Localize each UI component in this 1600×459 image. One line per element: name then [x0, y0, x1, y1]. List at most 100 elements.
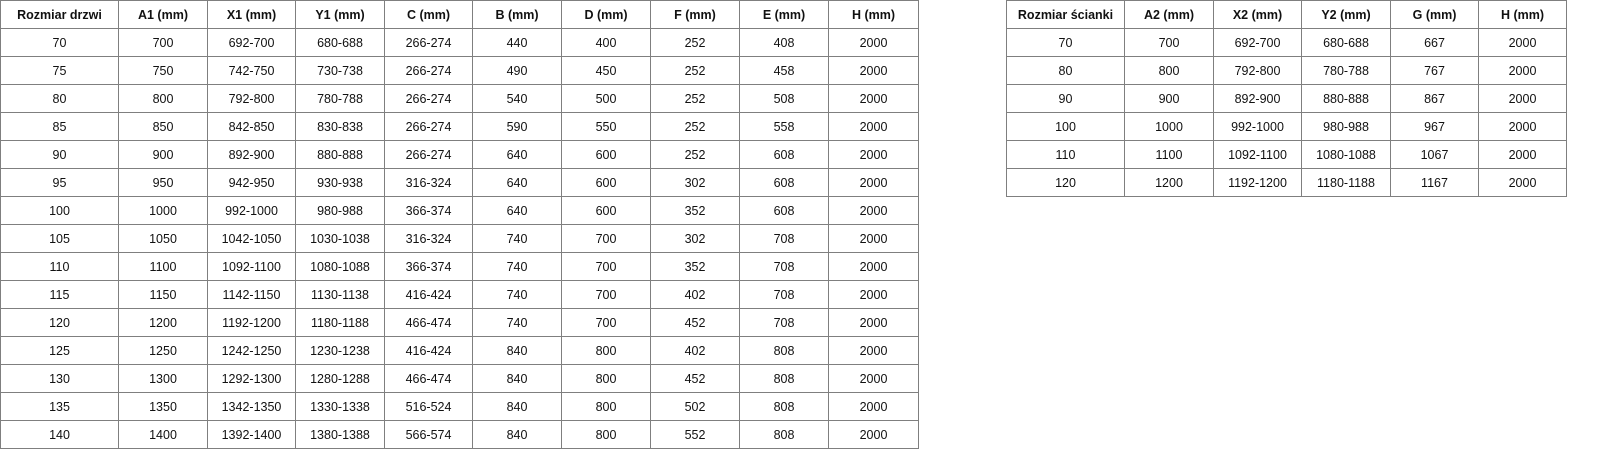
table-cell: 402	[650, 280, 740, 309]
table-row: 110 1100 1092-1100 1080-1088 366-374 740 700 35…	[0, 252, 919, 281]
table-cell: 1067	[1390, 140, 1479, 169]
table-cell: 740	[472, 252, 562, 281]
table-cell: 1200	[118, 308, 208, 337]
table-cell: 540	[472, 84, 562, 113]
table-cell: 840	[472, 392, 562, 421]
column-header: E (mm)	[739, 0, 829, 29]
table-cell: 700	[561, 308, 651, 337]
table-row: 100 1000 992-1000 980-988 967 2000	[1006, 112, 1567, 141]
table-cell: 750	[118, 56, 208, 85]
table-cell: 1030-1038	[295, 224, 385, 253]
table-cell: 2000	[828, 84, 919, 113]
table-cell: 110	[1006, 140, 1125, 169]
table-cell: 95	[0, 168, 119, 197]
table-cell: 120	[0, 308, 119, 337]
table-cell: 640	[472, 140, 562, 169]
table-cell: 550	[561, 112, 651, 141]
table-cell: 266-274	[384, 140, 473, 169]
door-dimensions-table: Rozmiar drzwi A1 (mm) X1 (mm) Y1 (mm) C (mm)…	[0, 0, 919, 449]
table-cell: 1300	[118, 364, 208, 393]
table-cell: 1292-1300	[207, 364, 296, 393]
table-cell: 1250	[118, 336, 208, 365]
column-header: A2 (mm)	[1124, 0, 1214, 29]
table-cell: 708	[739, 280, 829, 309]
table-cell: 780-788	[295, 84, 385, 113]
column-header: C (mm)	[384, 0, 473, 29]
table-row: 130 1300 1292-1300 1280-1288 466-474 840 800 45…	[0, 364, 919, 393]
table-cell: 1192-1200	[1213, 168, 1302, 197]
table-cell: 2000	[1478, 140, 1567, 169]
table-row: 125 1250 1242-1250 1230-1238 416-424 840 800 40…	[0, 336, 919, 365]
table-cell: 266-274	[384, 28, 473, 57]
table-cell: 980-988	[1301, 112, 1391, 141]
table-cell: 1400	[118, 420, 208, 449]
column-header: A1 (mm)	[118, 0, 208, 29]
table-cell: 608	[739, 140, 829, 169]
table-cell: 1230-1238	[295, 336, 385, 365]
column-header: H (mm)	[1478, 0, 1567, 29]
table-cell: 800	[561, 392, 651, 421]
table-cell: 130	[0, 364, 119, 393]
table-cell: 2000	[828, 196, 919, 225]
table-cell: 667	[1390, 28, 1479, 57]
table-cell: 840	[472, 420, 562, 449]
table-row: 120 1200 1192-1200 1180-1188 466-474 740 700 45…	[0, 308, 919, 337]
table-cell: 1342-1350	[207, 392, 296, 421]
table-cell: 452	[650, 364, 740, 393]
table-cell: 740	[472, 280, 562, 309]
table-cell: 366-374	[384, 196, 473, 225]
table-cell: 1100	[118, 252, 208, 281]
table-cell: 500	[561, 84, 651, 113]
table-cell: 252	[650, 56, 740, 85]
table-cell: 252	[650, 112, 740, 141]
table-cell: 708	[739, 252, 829, 281]
table-cell: 2000	[828, 280, 919, 309]
table-row: 110 1100 1092-1100 1080-1088 1067 2000	[1006, 140, 1567, 169]
table-cell: 800	[1124, 56, 1214, 85]
table-cell: 302	[650, 168, 740, 197]
table-row: 140 1400 1392-1400 1380-1388 566-574 840 800 55…	[0, 420, 919, 449]
table-cell: 2000	[1478, 84, 1567, 113]
table-cell: 800	[561, 420, 651, 449]
table-cell: 600	[561, 168, 651, 197]
table-row: 105 1050 1042-1050 1030-1038 316-324 740 700 30…	[0, 224, 919, 253]
table-cell: 692-700	[1213, 28, 1302, 57]
table-cell: 830-838	[295, 112, 385, 141]
table-cell: 767	[1390, 56, 1479, 85]
table-cell: 466-474	[384, 364, 473, 393]
table-cell: 880-888	[1301, 84, 1391, 113]
table-cell: 266-274	[384, 56, 473, 85]
column-header: Rozmiar ścianki	[1006, 0, 1125, 29]
table-cell: 2000	[828, 420, 919, 449]
table-cell: 502	[650, 392, 740, 421]
table-cell: 1130-1138	[295, 280, 385, 309]
table-cell: 2000	[828, 28, 919, 57]
table-row: 75 750 742-750 730-738 266-274 490 450 252 458 20…	[0, 56, 919, 85]
table-row: 80 800 792-800 780-788 767 2000	[1006, 56, 1567, 85]
table-cell: 700	[561, 280, 651, 309]
table-cell: 808	[739, 392, 829, 421]
column-header: X1 (mm)	[207, 0, 296, 29]
table-cell: 1092-1100	[1213, 140, 1302, 169]
column-header: X2 (mm)	[1213, 0, 1302, 29]
table-cell: 1192-1200	[207, 308, 296, 337]
table-cell: 742-750	[207, 56, 296, 85]
table-cell: 2000	[1478, 56, 1567, 85]
table-cell: 2000	[828, 308, 919, 337]
table-cell: 930-938	[295, 168, 385, 197]
table-row: 120 1200 1192-1200 1180-1188 1167 2000	[1006, 168, 1567, 197]
table-cell: 740	[472, 224, 562, 253]
table-cell: 1167	[1390, 168, 1479, 197]
table-cell: 352	[650, 252, 740, 281]
column-header: F (mm)	[650, 0, 740, 29]
table-cell: 266-274	[384, 84, 473, 113]
table-cell: 416-424	[384, 336, 473, 365]
table-row: 80 800 792-800 780-788 266-274 540 500 252 508 20…	[0, 84, 919, 113]
table-cell: 608	[739, 168, 829, 197]
table-row: 85 850 842-850 830-838 266-274 590 550 252 558 20…	[0, 112, 919, 141]
header-row: Rozmiar ścianki A2 (mm) X2 (mm) Y2 (mm) G (m…	[1006, 0, 1567, 29]
table-cell: 1180-1188	[1301, 168, 1391, 197]
table-cell: 792-800	[207, 84, 296, 113]
table-cell: 1100	[1124, 140, 1214, 169]
table-cell: 992-1000	[1213, 112, 1302, 141]
